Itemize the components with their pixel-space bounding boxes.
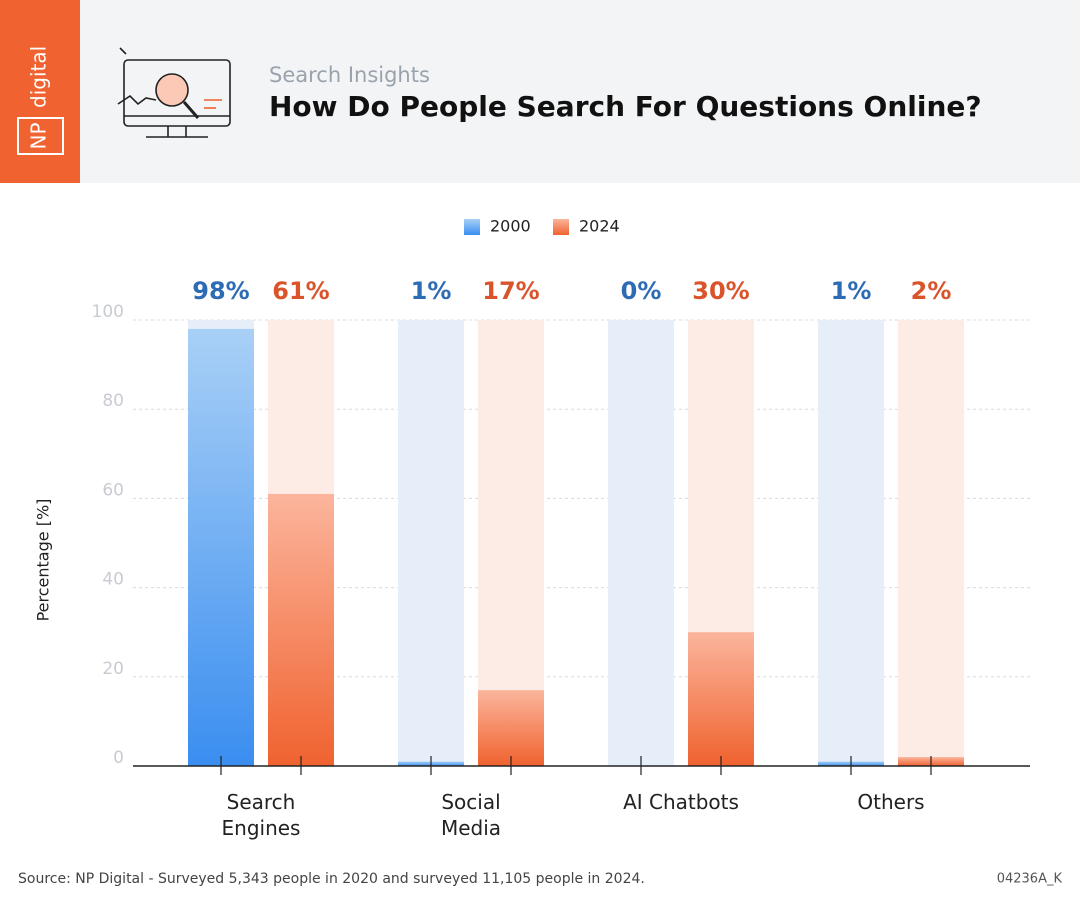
value-label: 2% [911, 277, 952, 305]
code: 04236A_K [997, 872, 1063, 887]
bar [688, 632, 754, 766]
bar [478, 690, 544, 766]
value-label: 30% [692, 277, 749, 305]
bar [188, 328, 254, 766]
bar-track [608, 320, 674, 766]
logo-block [0, 0, 80, 183]
subtitle: Search Insights [269, 63, 430, 87]
icon [117, 47, 231, 138]
y-tick-label: 20 [102, 659, 124, 679]
bar-track [818, 320, 884, 766]
bar-track [398, 320, 464, 766]
logo-word: digital [27, 46, 51, 108]
value-label: 0% [621, 277, 662, 305]
legend-swatch [464, 219, 480, 235]
legend-label: 2024 [579, 217, 620, 236]
legend-swatch [553, 219, 569, 235]
x-tick-label: Social Media [440, 790, 502, 840]
x-tick-label: Search Engines [221, 790, 301, 840]
x-tick-label: Others [857, 790, 925, 814]
x-tick-label: AI Chatbots [623, 790, 739, 814]
chart-title: How Do People Search For Questions Onlin… [269, 90, 982, 123]
bar-track [898, 320, 964, 766]
value-label: 1% [831, 277, 872, 305]
value-label: 1% [411, 277, 452, 305]
value-label: 17% [482, 277, 539, 305]
y-tick-label: 60 [102, 480, 124, 500]
bar [268, 493, 334, 766]
y-axis-label: Percentage [%] [34, 499, 53, 622]
y-tick-label: 80 [102, 391, 124, 411]
source: Source: NP Digital - Surveyed 5,343 peop… [18, 871, 645, 887]
y-tick-label: 0 [113, 748, 124, 768]
y-tick-label: 100 [92, 302, 124, 322]
value-label: 98% [192, 277, 249, 305]
value-label: 61% [272, 277, 329, 305]
logo-box [17, 117, 64, 155]
y-tick-label: 40 [102, 570, 124, 590]
logo-mark: NP [27, 122, 51, 149]
legend-label: 2000 [490, 217, 531, 236]
